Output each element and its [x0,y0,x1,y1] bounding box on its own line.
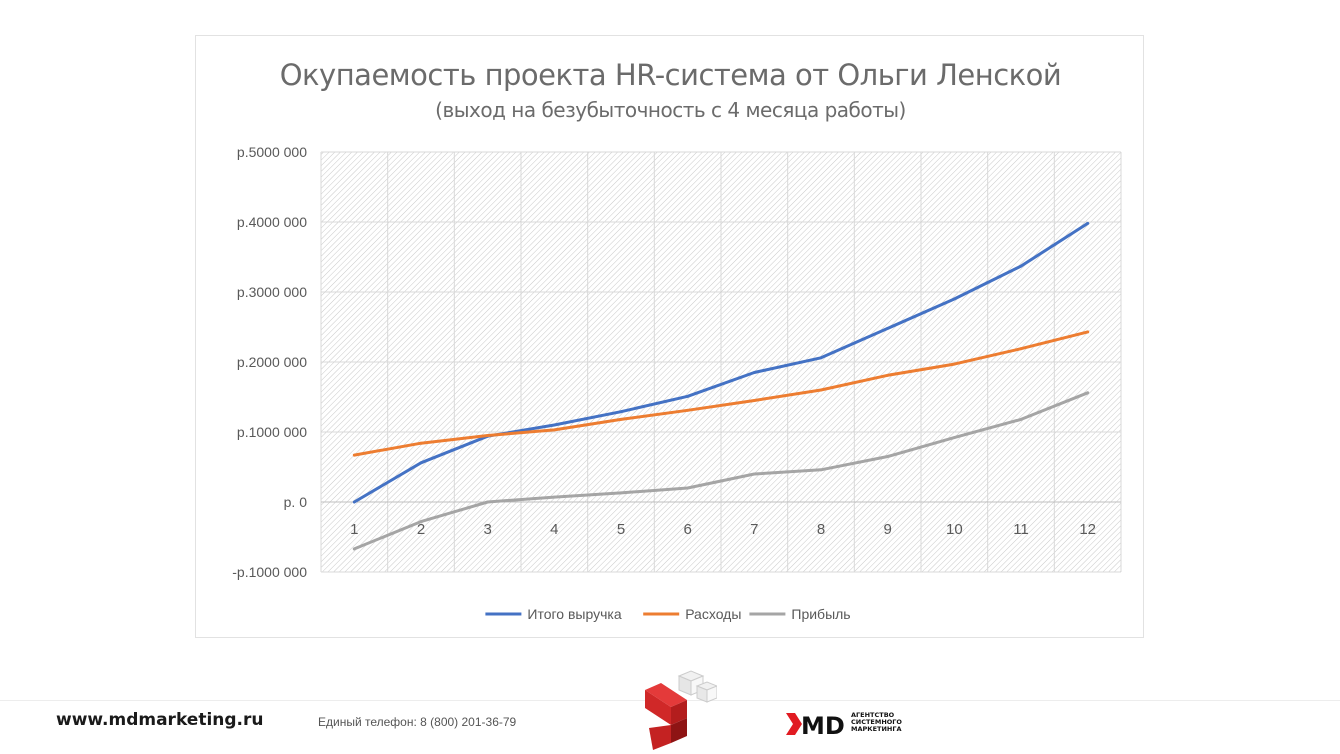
data-point [1019,418,1023,421]
data-point [752,472,756,476]
agency-line-1: АГЕНТСТВО [851,711,895,719]
data-point [952,297,956,301]
data-point [486,500,490,504]
data-point [552,428,556,432]
series-line-2 [352,330,1090,457]
x-tick-label: 2 [417,521,425,538]
data-point [886,327,890,330]
md-logo-icon: MD [786,712,845,738]
data-point [619,418,623,421]
data-point [419,520,423,523]
legend-label: Итого выручка [527,606,621,622]
data-point [819,356,823,360]
data-point [886,455,890,458]
data-point [686,394,690,398]
data-point [1086,330,1090,334]
x-tick-label: 7 [750,521,758,538]
x-tick-label: 4 [550,521,558,538]
data-point [952,362,956,366]
series-line-1 [352,221,1090,504]
cube-logo-icon [645,670,717,750]
chart-card: Окупаемость проекта HR-система от Ольги … [195,35,1144,638]
site-url[interactable]: www.mdmarketing.ru [56,710,264,730]
phone-number: Единый телефон: 8 (800) 201-36-79 [318,715,517,729]
data-point [686,486,690,490]
data-point [1019,347,1023,351]
legend-label: Прибыль [791,606,850,622]
chart-subtitle: (выход на безубыточность с 4 месяца рабо… [435,98,906,122]
y-tick-label: р. 0 [284,494,308,510]
data-point [1086,222,1090,225]
data-point [952,436,956,439]
data-point [886,373,890,377]
data-point [419,441,423,445]
x-tick-label: 3 [483,521,491,538]
data-point [619,410,623,414]
data-point [352,500,356,504]
series-line-3 [352,391,1090,551]
x-tick-label: 6 [683,521,691,538]
x-tick-label: 5 [617,521,625,538]
data-point [1086,391,1090,395]
legend-label: Расходы [685,606,741,622]
svg-text:MD: MD [801,712,845,738]
data-point [752,371,756,374]
x-tick-label: 12 [1079,521,1096,538]
x-tick-label: 1 [350,521,358,538]
y-tick-label: -р.1000 000 [232,564,307,580]
y-tick-label: р.5000 000 [237,144,307,160]
line-chart: -р.1000 000 р. 0 р.1000 000 р.2000 000 р.300… [232,144,1122,622]
data-point [352,453,356,457]
data-point [419,461,423,465]
data-point [819,468,823,472]
data-point [819,388,823,392]
x-tick-label: 11 [1013,521,1029,538]
y-tick-label: р.4000 000 [237,214,307,230]
y-tick-label: р.1000 000 [237,424,307,440]
data-point [486,434,490,437]
data-point [552,423,556,427]
data-point [752,399,756,402]
x-tick-label: 8 [817,521,825,538]
y-tick-label: р.3000 000 [237,284,307,300]
data-point [352,547,356,551]
agency-line-2: СИСТЕМНОГО [851,718,902,726]
x-tick-label: 9 [883,521,891,538]
data-point [552,495,556,499]
data-point [1019,264,1023,268]
data-point [686,408,690,412]
agency-line-3: МАРКЕТИНГА [851,725,902,733]
data-point [619,491,623,495]
x-tick-label: 10 [946,521,963,538]
chart-title: Окупаемость проекта HR-система от Ольги … [279,58,1062,92]
agency-name: АГЕНТСТВО СИСТЕМНОГО МАРКЕТИНГА [851,712,902,733]
y-tick-label: р.2000 000 [237,354,307,370]
